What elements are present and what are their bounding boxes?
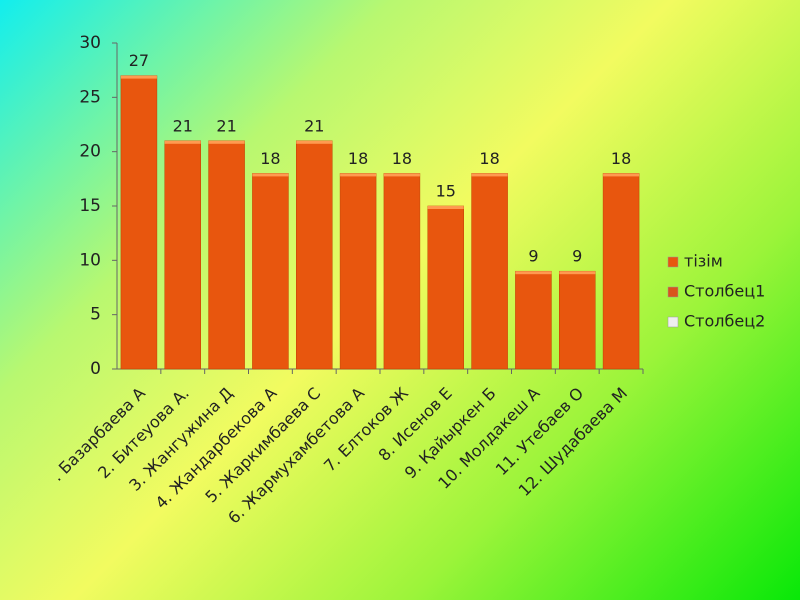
- bar-highlight: [164, 140, 201, 144]
- y-tick-label: 0: [90, 359, 101, 379]
- y-tick-label: 20: [79, 142, 101, 162]
- y-tick-label: 15: [79, 196, 101, 216]
- y-tick-label: 10: [79, 250, 101, 270]
- bar: [427, 205, 464, 370]
- bar: [164, 140, 201, 370]
- bar: [515, 270, 552, 370]
- data-label: 9: [528, 247, 538, 266]
- data-label: 15: [436, 182, 456, 201]
- legend-label: тізім: [684, 252, 723, 271]
- bar: [120, 75, 158, 370]
- bar-highlight: [603, 173, 640, 177]
- bar-highlight: [471, 173, 508, 177]
- bar-highlight: [427, 206, 464, 209]
- bar-highlight: [515, 271, 552, 275]
- bar: [559, 270, 596, 370]
- y-tick-label: 30: [79, 33, 101, 53]
- data-label: 18: [392, 149, 412, 168]
- legend-swatch: [667, 286, 679, 298]
- bar-highlight: [252, 173, 289, 177]
- bar: [296, 140, 333, 370]
- bar-highlight: [340, 173, 377, 177]
- bar: [471, 173, 508, 370]
- data-label: 27: [129, 51, 149, 70]
- y-tick-label: 25: [79, 87, 101, 107]
- data-label: 18: [611, 149, 631, 168]
- data-label: 21: [304, 116, 324, 135]
- data-label: 9: [572, 247, 582, 266]
- bar-highlight: [120, 75, 157, 79]
- bar: [208, 140, 245, 370]
- bar: [383, 173, 421, 370]
- data-label: 18: [260, 149, 280, 168]
- data-label: 18: [348, 149, 368, 168]
- bar-highlight: [383, 173, 420, 177]
- legend-swatch: [667, 256, 679, 268]
- bar: [339, 173, 377, 370]
- bar: [252, 173, 289, 370]
- data-label: 18: [479, 149, 499, 168]
- y-tick-label: 5: [90, 305, 101, 325]
- bar-highlight: [559, 271, 596, 275]
- bar: [602, 173, 640, 370]
- data-label: 21: [216, 116, 236, 135]
- legend-label: Столбец2: [684, 312, 765, 331]
- data-label: 21: [173, 116, 193, 135]
- legend-label: Столбец1: [684, 282, 765, 301]
- legend-swatch: [667, 316, 679, 328]
- bar-highlight: [208, 140, 245, 144]
- bar-highlight: [296, 140, 333, 144]
